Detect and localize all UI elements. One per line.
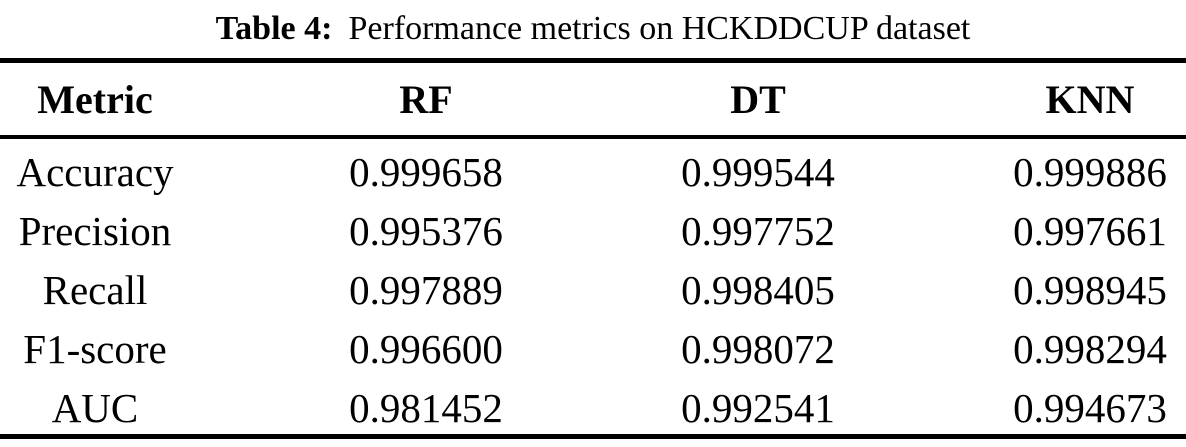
metric-value-cell: 0.995376 <box>349 207 503 254</box>
metric-name-cell: AUC <box>51 384 139 431</box>
column-header-rf: RF <box>190 60 522 139</box>
table-caption: Table 4: Performance metrics on HCKDDCUP… <box>0 0 1186 58</box>
metric-value-cell: 0.997889 <box>349 266 503 313</box>
metric-name-cell: F1-score <box>23 325 167 372</box>
metric-value-cell: 0.996600 <box>349 325 503 372</box>
metric-value-cell: 0.998945 <box>1013 266 1167 313</box>
table-row: AUC 0.981452 0.992541 0.994673 <box>0 375 1186 437</box>
table-row: F1-score 0.996600 0.998072 0.998294 <box>0 316 1186 375</box>
table-row: Precision 0.995376 0.997752 0.997661 <box>0 198 1186 257</box>
metrics-table: Metric RF DT KNN Accuracy 0.999658 0.999… <box>0 58 1186 439</box>
table-caption-text: Performance metrics on HCKDDCUP dataset <box>348 10 971 47</box>
table-row: Accuracy 0.999658 0.999544 0.999886 <box>0 137 1186 198</box>
metric-value-cell: 0.998294 <box>1013 325 1167 372</box>
metric-value-cell: 0.992541 <box>681 384 835 431</box>
metric-name-cell: Accuracy <box>16 148 174 195</box>
metric-name-cell: Recall <box>42 266 148 313</box>
metric-value-cell: 0.994673 <box>1013 384 1167 431</box>
column-header-metric: Metric <box>0 60 190 139</box>
metric-value-cell: 0.999544 <box>681 148 835 195</box>
metric-value-cell: 0.981452 <box>349 384 503 431</box>
metric-value-cell: 0.997661 <box>1013 207 1167 254</box>
metric-value-cell: 0.998072 <box>681 325 835 372</box>
table-caption-label: Table 4: <box>215 10 333 47</box>
metric-value-cell: 0.999658 <box>349 148 503 195</box>
metric-name-cell: Precision <box>18 207 172 254</box>
metric-value-cell: 0.999886 <box>1013 148 1167 195</box>
metric-value-cell: 0.997752 <box>681 207 835 254</box>
table-row: Recall 0.997889 0.998405 0.998945 <box>0 257 1186 316</box>
column-header-knn: KNN <box>854 60 1186 139</box>
metric-value-cell: 0.998405 <box>681 266 835 313</box>
header-row: Metric RF DT KNN <box>0 60 1186 139</box>
column-header-dt: DT <box>522 60 854 139</box>
